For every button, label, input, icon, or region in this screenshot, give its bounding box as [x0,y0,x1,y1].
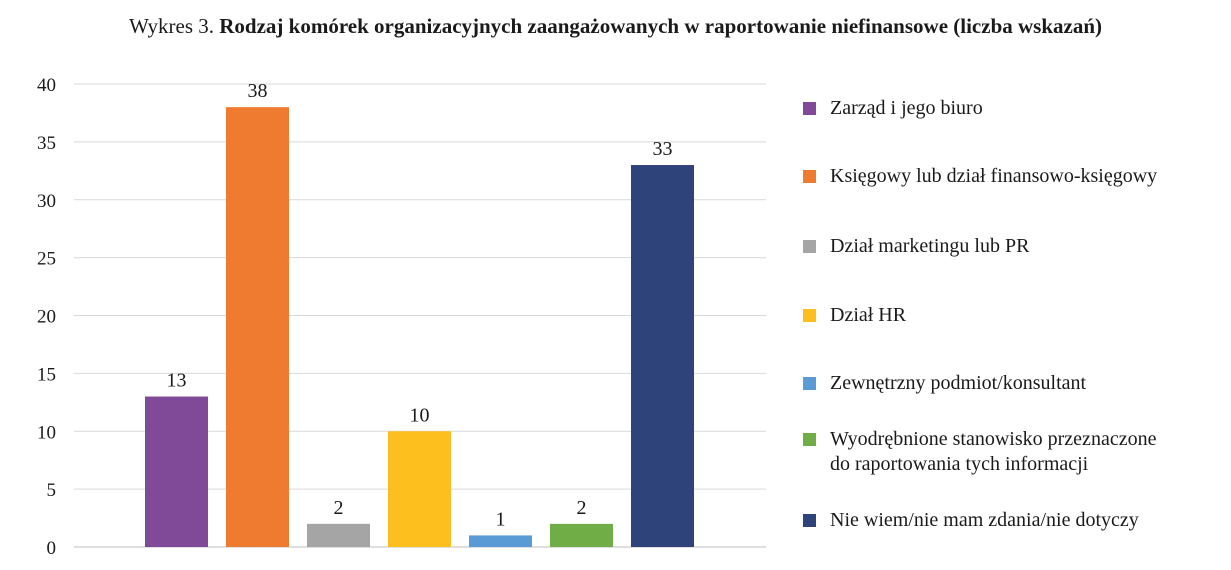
legend-swatch [803,102,816,115]
y-tick-label: 0 [47,538,57,559]
chart-title-lead: Wykres 3. [128,14,215,38]
legend-label: Księgowy lub dział finansowo-księgowy [830,164,1157,189]
data-label-7: 33 [653,138,673,160]
legend-label: Nie wiem/nie mam zdania/nie dotyczy [830,508,1139,533]
data-labels: 13 38 2 10 1 2 33 [167,80,673,530]
bar-4 [388,431,451,547]
data-label-1: 13 [167,370,187,392]
legend-label: Zarząd i jego biuro [830,96,983,121]
bar-5 [469,535,532,547]
bar-1 [145,396,208,547]
legend-swatch [803,240,816,253]
legend-item-4: Dział HR [803,303,906,328]
y-tick-label: 30 [37,191,56,212]
y-tick-label: 10 [37,422,56,443]
legend-swatch [803,309,816,322]
chart-title-main: Rodzaj komórek organizacyjnych zaangażow… [219,14,1103,38]
legend-label-line: do raportowania tych informacji [830,453,1089,475]
legend-label-line: Wyodrębnione stanowisko przeznaczone [830,428,1157,450]
legend-label-line: Zewnętrzny podmiot/konsultant [830,372,1087,394]
data-label-2: 38 [248,80,268,102]
legend-swatch [803,170,816,183]
legend-label-line: Nie wiem/nie mam zdania/nie dotyczy [830,509,1139,531]
legend-item-5: Zewnętrzny podmiot/konsultant [803,371,1086,396]
legend-item-2: Księgowy lub dział finansowo-księgowy [803,164,1157,189]
data-label-5: 1 [496,508,506,530]
legend-label-line: Zarząd i jego biuro [830,97,983,119]
legend-label-line: Dział marketingu lub PR [830,235,1030,257]
legend-item-7: Nie wiem/nie mam zdania/nie dotyczy [803,508,1139,533]
legend-label-line: Księgowy lub dział finansowo-księgowy [830,165,1158,187]
bar-2 [226,107,289,548]
y-tick-label: 40 [37,75,56,96]
legend-label: Wyodrębnione stanowisko przeznaczone do r… [830,427,1156,477]
data-label-4: 10 [410,404,430,426]
legend-label: Dział HR [830,303,906,328]
bars [145,107,694,548]
legend-item-6: Wyodrębnione stanowisko przeznaczone do r… [803,427,1156,477]
bar-7 [631,165,694,547]
legend-label: Dział marketingu lub PR [830,234,1029,259]
bar-6 [550,523,613,547]
legend-item-3: Dział marketingu lub PR [803,234,1029,259]
legend-swatch [803,377,816,390]
y-tick-label: 5 [47,480,57,501]
legend-swatch [803,514,816,527]
legend-label-line: Dział HR [830,304,907,326]
legend-label: Zewnętrzny podmiot/konsultant [830,371,1086,396]
y-tick-label: 20 [37,307,56,328]
data-label-3: 2 [334,497,344,519]
y-axis-ticks: 0 5 10 15 20 25 30 35 40 [37,75,56,559]
bar-3 [307,523,370,547]
legend-swatch [803,433,816,446]
chart-title: Wykres 3. Rodzaj komórek organizacyjnych… [0,14,1231,39]
data-label-6: 2 [577,497,587,519]
y-tick-label: 25 [37,249,56,270]
y-tick-label: 15 [37,364,56,385]
legend-item-1: Zarząd i jego biuro [803,96,983,121]
y-tick-label: 35 [37,133,56,154]
